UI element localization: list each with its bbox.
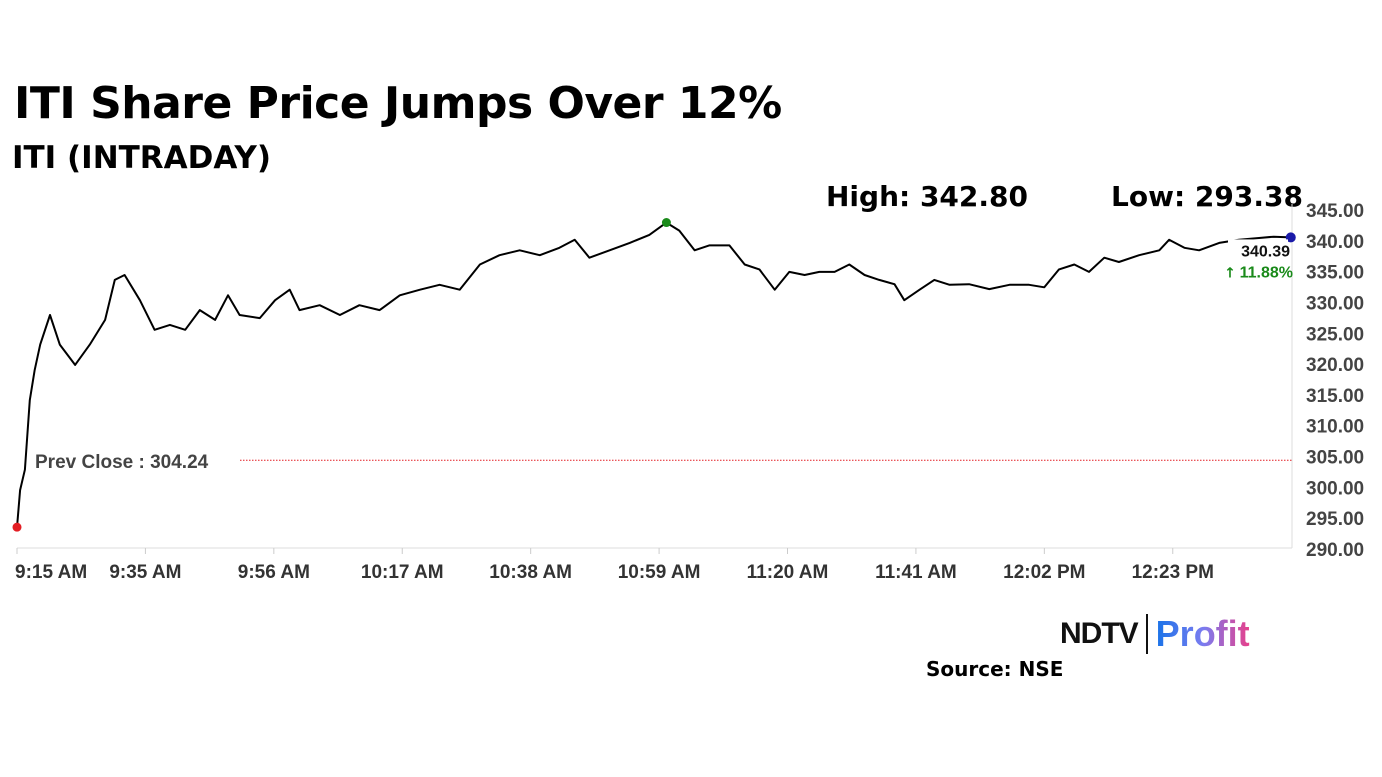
high-label: High: 342.80 (826, 180, 1029, 213)
last-price-bg (1228, 239, 1288, 258)
x-tick-label: 9:15 AM (15, 562, 87, 583)
high-point-marker (661, 218, 671, 228)
x-tick-label: 10:59 AM (618, 562, 701, 583)
change-percent-label: 11.88% (1240, 264, 1293, 281)
x-tick-label: 11:41 AM (875, 562, 957, 583)
y-tick-label: 310.00 (1306, 417, 1364, 438)
y-tick-label: 335.00 (1306, 263, 1364, 284)
arrow-up-icon: ↑ (1224, 265, 1236, 281)
last-price-label: 340.39 (1241, 243, 1290, 260)
logo-divider (1145, 614, 1148, 654)
x-tick-label: 12:23 PM (1132, 562, 1214, 583)
x-tick-label: 9:35 AM (109, 562, 181, 583)
y-tick-label: 340.00 (1306, 232, 1364, 253)
last-price-marker (1285, 232, 1296, 243)
y-tick-label: 290.00 (1306, 540, 1364, 561)
page-title: ITI Share Price Jumps Over 12% (14, 78, 782, 129)
logo-profit: Profit (1155, 613, 1250, 654)
y-tick-label: 295.00 (1306, 509, 1364, 530)
x-tick-label: 10:17 AM (361, 562, 444, 583)
low-label: Low: 293.38 (1111, 180, 1303, 213)
prev-close-label: Prev Close : 304.24 (35, 452, 209, 473)
ndtv-profit-logo: NDTV Profit (1060, 612, 1250, 656)
y-tick-label: 330.00 (1306, 293, 1364, 314)
y-tick-label: 315.00 (1306, 386, 1364, 407)
chart-subtitle: ITI (INTRADAY) (12, 140, 272, 176)
x-tick-label: 11:20 AM (747, 562, 829, 583)
y-tick-label: 320.00 (1306, 355, 1364, 376)
price-line (16, 221, 1291, 528)
y-tick-label: 300.00 (1306, 478, 1364, 499)
y-tick-label: 305.00 (1306, 448, 1364, 469)
y-tick-label: 345.00 (1306, 201, 1364, 222)
low-point-marker (12, 522, 22, 532)
source-note: Source: NSE (926, 657, 1064, 681)
x-tick-label: 9:56 AM (238, 562, 310, 583)
logo-ndtv: NDTV (1060, 617, 1139, 650)
x-tick-label: 10:38 AM (489, 562, 572, 583)
x-tick-label: 12:02 PM (1003, 562, 1085, 583)
y-tick-label: 325.00 (1306, 324, 1364, 345)
